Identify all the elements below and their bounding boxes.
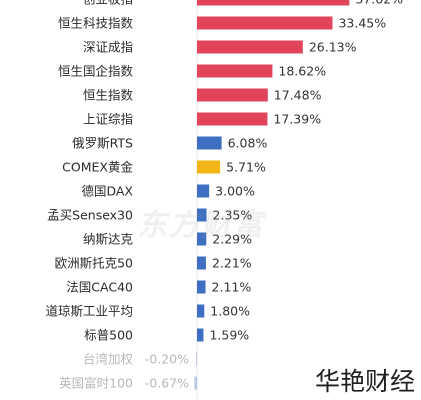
value-label: 37.62% [355,0,403,7]
bar [197,184,210,198]
value-label: -0.67% [145,376,189,391]
category-label: 法国CAC40 [66,280,133,295]
bar [197,280,206,294]
value-label: 5.71% [226,160,266,175]
value-label: 1.59% [209,328,249,343]
bar [197,112,268,126]
bar [197,160,221,174]
value-label: 2.35% [213,208,253,223]
value-label: 33.45% [338,16,386,31]
bar [197,304,205,318]
value-label: 2.21% [212,256,252,271]
brand-logo-text: 华艳财经 [314,367,415,396]
category-label: 德国DAX [81,184,133,199]
bar [197,136,222,150]
category-label: 恒生国企指数 [58,64,134,79]
category-label: 深证成指 [83,40,133,55]
bar [197,0,350,6]
bar [197,64,273,78]
category-label: 英国富时100 [59,376,133,391]
bar [194,376,197,390]
value-label: 17.39% [273,112,321,127]
category-label: 恒生指数 [83,88,134,103]
value-label: 17.48% [274,88,322,103]
value-label: 6.08% [228,136,268,151]
bar [197,208,207,222]
value-label: 1.80% [210,304,250,319]
category-label: 道琼斯工业平均 [45,304,133,319]
category-label: 孟买Sensex30 [47,208,133,223]
category-label: COMEX黄金 [62,160,133,175]
category-label: 台湾加权 [83,352,134,367]
bar [197,16,333,30]
category-label: 上证综指 [83,112,133,127]
bar [197,88,268,102]
category-label: 创业板指 [83,0,133,7]
bar [197,328,204,342]
value-label: 2.29% [212,232,252,247]
value-label: 2.11% [212,280,252,295]
value-label: 18.62% [278,64,326,79]
category-label: 欧洲斯托克50 [55,256,133,271]
bar [196,352,197,366]
bar [197,40,303,54]
value-label: 3.00% [215,184,255,199]
category-label: 俄罗斯RTS [72,136,133,151]
watermark: 东方财富 [135,208,271,243]
value-label: 26.13% [309,40,357,55]
category-label: 标普500 [84,328,133,343]
category-label: 恒生科技指数 [58,16,134,31]
value-label: -0.20% [145,352,189,367]
bar [197,256,206,270]
bar [197,232,207,246]
category-label: 纳斯达克 [83,232,133,247]
